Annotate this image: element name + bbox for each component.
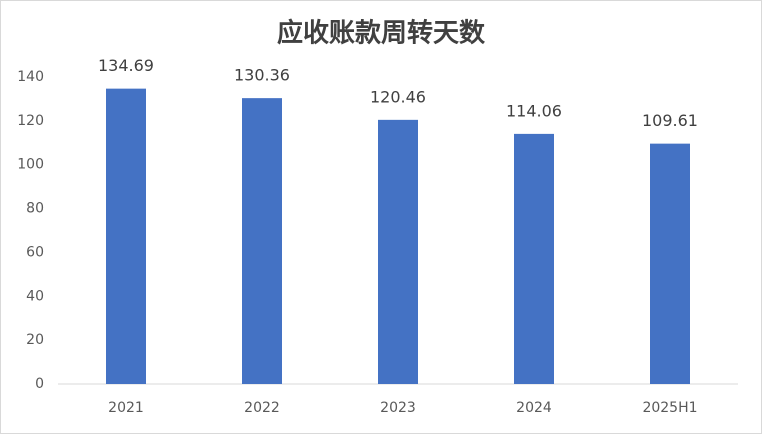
y-tick-label: 40 bbox=[26, 288, 44, 304]
bar bbox=[242, 98, 282, 384]
x-tick-label: 2021 bbox=[108, 400, 144, 416]
bar bbox=[106, 88, 146, 384]
chart-title: 应收账款周转天数 bbox=[277, 18, 486, 49]
data-label: 120.46 bbox=[370, 87, 426, 106]
bar bbox=[378, 119, 418, 385]
data-label: 130.36 bbox=[234, 66, 290, 85]
bar bbox=[514, 133, 554, 384]
x-tick-label: 2024 bbox=[516, 400, 552, 416]
y-tick-label: 60 bbox=[26, 244, 44, 260]
x-tick-label: 2023 bbox=[380, 400, 416, 416]
y-tick-label: 100 bbox=[17, 157, 44, 173]
data-label: 114.06 bbox=[506, 101, 562, 120]
y-tick-label: 0 bbox=[35, 376, 44, 392]
y-tick-label: 140 bbox=[17, 69, 44, 85]
x-tick-label: 2022 bbox=[244, 400, 280, 416]
data-label: 109.61 bbox=[642, 111, 698, 130]
y-tick-label: 80 bbox=[26, 201, 44, 217]
bar bbox=[650, 143, 690, 384]
x-tick-label: 2025H1 bbox=[642, 400, 697, 416]
y-tick-label: 20 bbox=[26, 332, 44, 348]
data-label: 134.69 bbox=[98, 56, 154, 75]
y-tick-label: 120 bbox=[17, 113, 44, 129]
